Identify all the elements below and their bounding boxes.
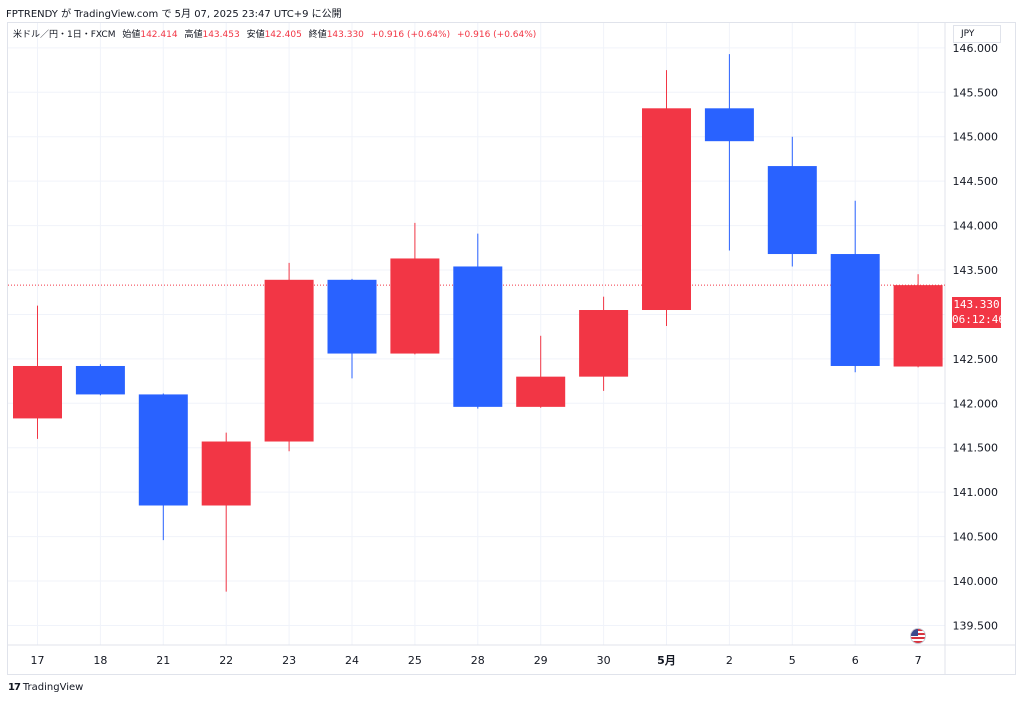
candle-body — [138, 394, 188, 506]
x-tick-label: 24 — [345, 654, 359, 667]
change-value: +0.916 (+0.64%) — [370, 30, 451, 40]
candle-body — [390, 258, 440, 354]
x-tick-label: 23 — [282, 654, 296, 667]
tradingview-footer[interactable]: 17 TradingView — [8, 682, 83, 693]
candle-body — [201, 441, 251, 506]
tradingview-logo-icon: 17 — [8, 682, 21, 693]
y-tick-label: 144.500 — [953, 175, 999, 188]
x-tick-label: 29 — [534, 654, 548, 667]
y-tick-label: 140.000 — [953, 575, 999, 588]
brand-name: TradingView — [22, 682, 84, 693]
y-tick-label: 146.000 — [953, 42, 999, 55]
candle-body — [704, 108, 754, 142]
candle-body — [327, 279, 377, 354]
x-tick-label: 28 — [471, 654, 485, 667]
y-tick-label: 145.500 — [953, 86, 999, 99]
last-price-value: 143.330 — [953, 298, 1000, 311]
candle-body — [642, 108, 691, 311]
close-label: 終値 — [308, 30, 327, 40]
y-tick-label: 142.000 — [953, 397, 999, 410]
y-tick-label: 141.000 — [953, 486, 999, 499]
us-flag-icon[interactable] — [910, 628, 926, 644]
last-price-tag: 143.330 06:12:46 — [952, 297, 1005, 328]
currency-label[interactable]: JPY — [953, 25, 1001, 43]
published-caption: FPTRENDY が TradingView.com で 5月 07, 2025… — [6, 9, 342, 20]
high-label: 高値 — [184, 30, 203, 40]
x-tick-label: 30 — [597, 654, 611, 667]
candle-body — [893, 285, 943, 367]
low-label: 安値 — [246, 30, 265, 40]
symbol-label[interactable]: 米ドル／円・1日・FXCM — [13, 30, 116, 40]
y-tick-label: 140.500 — [953, 531, 999, 544]
y-tick-label: 141.500 — [953, 442, 999, 455]
candle-body — [453, 266, 503, 407]
y-tick-label: 139.500 — [953, 619, 999, 632]
countdown-timer: 06:12:46 — [952, 313, 1005, 326]
y-tick-label: 143.500 — [953, 264, 999, 277]
x-tick-label: 17 — [31, 654, 45, 667]
low-value: 142.405 — [264, 30, 302, 40]
x-tick-label: 5月 — [657, 654, 676, 667]
y-tick-label: 145.000 — [953, 131, 999, 144]
candle-body — [767, 166, 817, 255]
change-percent: +0.916 (+0.64%) — [456, 30, 537, 40]
x-tick-label: 2 — [726, 654, 733, 667]
close-value: 143.330 — [326, 30, 364, 40]
x-tick-label: 7 — [915, 654, 922, 667]
candle-body — [75, 365, 125, 395]
open-value: 142.414 — [140, 30, 178, 40]
x-tick-label: 6 — [852, 654, 859, 667]
candle-body — [264, 279, 314, 442]
high-value: 143.453 — [202, 30, 240, 40]
x-tick-label: 5 — [789, 654, 796, 667]
y-tick-label: 142.500 — [953, 353, 999, 366]
candle-body — [13, 365, 62, 419]
x-tick-label: 22 — [219, 654, 233, 667]
candle-body — [579, 310, 629, 377]
x-tick-label: 18 — [93, 654, 107, 667]
x-tick-label: 25 — [408, 654, 422, 667]
x-tick-label: 21 — [156, 654, 170, 667]
candle-body — [516, 376, 566, 407]
open-label: 始値 — [122, 30, 141, 40]
candle-body — [830, 254, 880, 366]
ohlc-legend: 米ドル／円・1日・FXCM 始値142.414 高値143.453 安値142.… — [13, 27, 536, 40]
y-tick-label: 144.000 — [953, 220, 999, 233]
